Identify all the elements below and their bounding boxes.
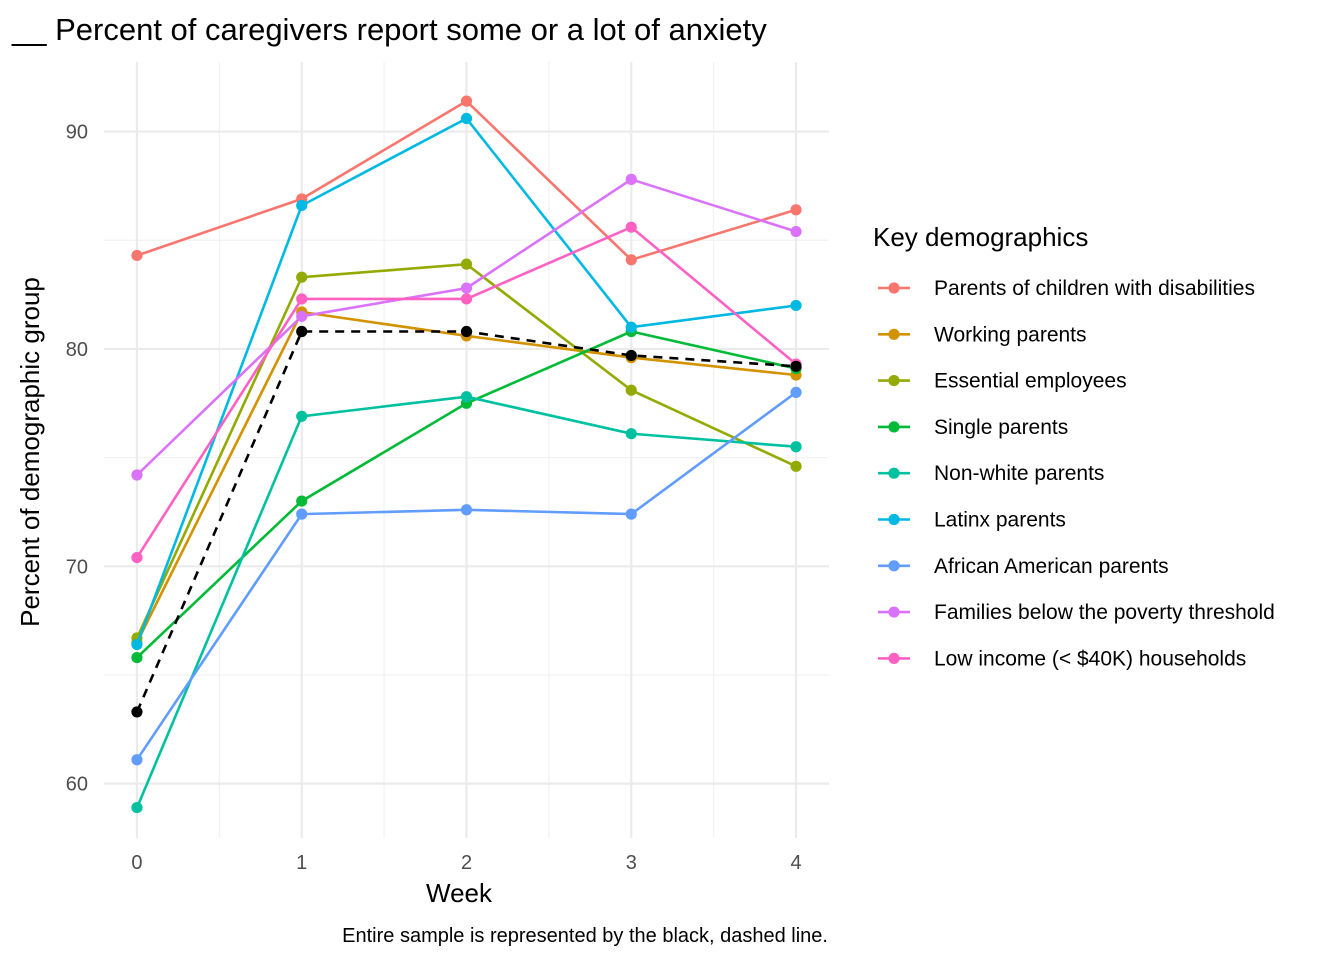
legend-label: Working parents	[934, 323, 1087, 346]
entire-sample-point	[625, 349, 637, 362]
legend-key-point	[888, 375, 900, 387]
series-point	[625, 321, 637, 333]
series-6	[131, 386, 802, 766]
legend-label: Parents of children with disabilities	[934, 277, 1255, 300]
legend-key-point	[888, 282, 900, 294]
series-point	[131, 651, 143, 664]
legend-key-point	[888, 467, 900, 479]
legend-key-point	[888, 328, 900, 340]
y-axis-title: Percent of demographic group	[15, 277, 45, 627]
series-point	[790, 225, 802, 238]
series-point	[131, 638, 143, 651]
series-point	[625, 173, 637, 185]
series-point	[790, 386, 802, 398]
series-8	[131, 221, 802, 564]
y-tick-label: 80	[66, 339, 88, 361]
legend-item: Families below the poverty threshold	[878, 601, 1275, 624]
series-point	[625, 428, 637, 440]
legend-key-point	[888, 652, 900, 665]
legend-title: Key demographics	[873, 222, 1088, 252]
series-point	[131, 801, 143, 814]
series-point	[131, 469, 143, 481]
axis-layer: 60 70 80 90 0 1 2 3 4	[66, 122, 802, 874]
legend-item: Single parents	[878, 416, 1068, 439]
legend-item: Non-white parents	[878, 462, 1104, 485]
series-point	[296, 495, 308, 507]
series-point	[790, 299, 802, 312]
series-point	[131, 551, 143, 564]
legend-items: Parents of children with disabilities Wor…	[878, 277, 1275, 670]
series-point	[790, 204, 802, 216]
series-point	[460, 95, 473, 107]
series-point	[296, 271, 308, 283]
legend-label: Non-white parents	[934, 462, 1104, 485]
legend-label: Single parents	[934, 416, 1068, 439]
series-point	[460, 504, 473, 516]
legend-key-point	[888, 513, 900, 526]
legend: Key demographics Parents of children wit…	[873, 222, 1275, 670]
y-tick-label: 90	[66, 122, 88, 144]
series-point	[625, 254, 637, 266]
series-5	[131, 112, 802, 651]
series-point	[460, 258, 473, 270]
series-point	[625, 384, 637, 396]
chart-caption: Entire sample is represented by the blac…	[342, 925, 828, 947]
series-point	[790, 460, 802, 472]
legend-item: Essential employees	[878, 370, 1127, 393]
legend-key-point	[888, 421, 900, 433]
series-point	[460, 391, 473, 403]
series-point	[296, 293, 308, 305]
entire-sample-point	[296, 325, 308, 338]
series-7	[131, 173, 802, 481]
legend-label: African American parents	[934, 555, 1169, 578]
series-point	[296, 508, 308, 520]
legend-item: Latinx parents	[878, 509, 1066, 532]
series-point	[625, 508, 637, 520]
x-tick-label: 2	[461, 852, 472, 874]
legend-key-point	[888, 606, 900, 618]
series-4	[131, 391, 802, 814]
series-layer	[131, 95, 802, 814]
y-tick-label: 70	[66, 556, 88, 578]
x-tick-label: 0	[131, 852, 142, 874]
series-point	[460, 112, 473, 125]
legend-item: Parents of children with disabilities	[878, 277, 1255, 300]
series-point	[131, 754, 143, 766]
legend-label: Low income (< $40K) households	[934, 647, 1246, 670]
legend-key-point	[888, 560, 900, 572]
legend-label: Latinx parents	[934, 509, 1066, 532]
entire-sample-point	[131, 706, 143, 718]
grid-layer	[104, 62, 829, 838]
legend-item: Low income (< $40K) households	[878, 647, 1246, 670]
x-axis-title: Week	[426, 878, 493, 908]
chart-title: __ Percent of caregivers report some or …	[11, 12, 767, 47]
series-point	[625, 221, 637, 233]
legend-item: African American parents	[878, 555, 1169, 578]
x-tick-label: 4	[790, 852, 801, 874]
entire-sample-point	[460, 325, 473, 338]
entire-sample-series	[131, 325, 802, 718]
legend-label: Essential employees	[934, 370, 1127, 393]
series-point	[296, 410, 308, 422]
series-point	[460, 293, 473, 305]
x-tick-label: 1	[296, 852, 307, 874]
series-point	[296, 199, 308, 212]
legend-item: Working parents	[878, 323, 1087, 346]
legend-label: Families below the poverty threshold	[934, 601, 1275, 624]
entire-sample-point	[790, 360, 802, 372]
series-point	[790, 441, 802, 453]
series-point	[296, 310, 308, 322]
x-tick-label: 3	[626, 852, 637, 874]
series-point	[131, 249, 143, 262]
series-point	[460, 282, 473, 294]
y-tick-label: 60	[66, 774, 88, 796]
